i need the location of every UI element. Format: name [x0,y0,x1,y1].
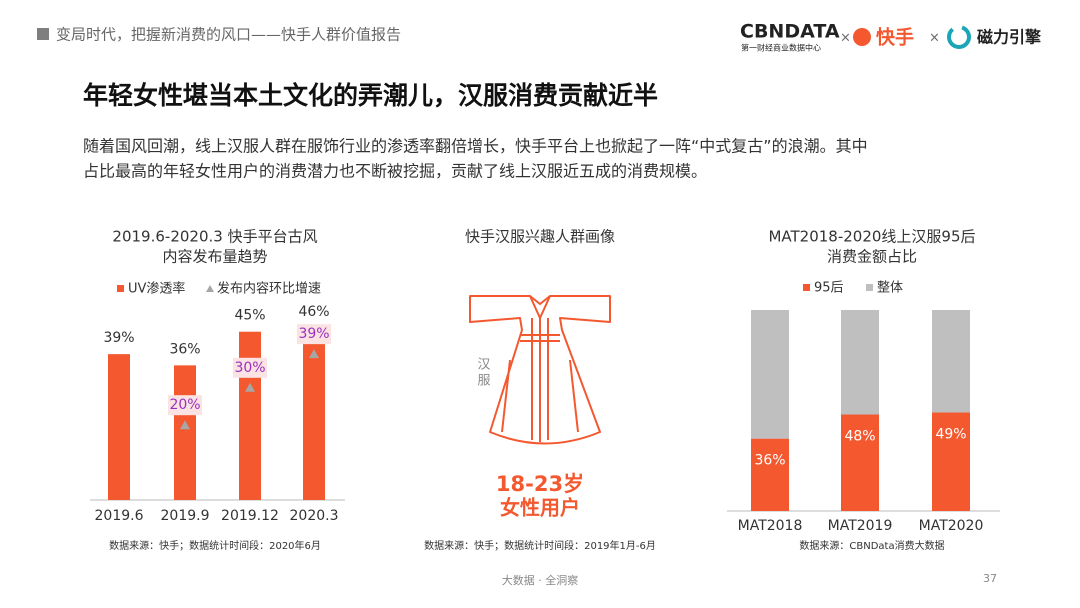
body-line: 随着国风回潮，线上汉服人群在服饰行业的渗透率翻倍增长，快手平台上也掀起了一阵“中… [83,137,868,156]
logo-ks-icon [853,28,871,46]
portrait-age: 18-23岁 [496,472,584,496]
label-box [233,357,267,378]
bar-segment [841,414,879,511]
portrait-group: 女性用户 [500,496,580,520]
portrait-label: 服 [477,374,490,389]
x-tick-label: 2019.12 [221,508,279,524]
value-label: 36% [169,341,200,357]
label-box [168,395,202,416]
logo-cbndata-sub: 第一财经商业数据中心 [741,43,821,53]
x-tick-label: 2019.6 [95,508,144,524]
marker-label: 30% [234,360,265,376]
marker-label: 20% [169,397,200,413]
slide-title: 年轻女性堪当本土文化的弄潮儿，汉服消费贡献近半 [83,81,658,110]
portrait-title: 快手汉服兴趣人群画像 [465,228,615,246]
body-line: 占比最高的年轻女性用户的消费潜力也不断被挖掘，贡献了线上汉服近五成的消费规模。 [83,162,707,181]
marker-label: 39% [298,326,329,342]
bar [174,365,196,500]
bar-segment [751,310,789,439]
marker [180,420,190,430]
source: 数据来源：CBNData消费大数据 [799,539,944,552]
portrait-label: 汉 [477,358,490,373]
logo-cili-icon [947,25,971,49]
legend-marker [206,285,214,292]
marker [309,349,319,359]
page-number: 37 [983,572,997,585]
footer-text: 大数据 · 全洞察 [502,573,579,587]
bar [239,331,261,500]
header-text: 变局时代，把握新消费的风口——快手人群价值报告 [56,26,401,44]
value-label: 45% [234,308,265,324]
legend-marker [117,285,124,292]
hanfu-illustration [469,295,611,445]
chart-title: 2019.6-2020.3 快手平台古风 [112,228,317,246]
chart-title: 内容发布量趋势 [162,248,267,266]
bar [108,354,130,500]
x-tick-label: MAT2018 [738,518,803,534]
label-box [297,324,331,345]
legend-marker [803,284,810,291]
chart-title: MAT2018-2020线上汉服95后 [768,228,975,246]
legend-label: 95后 [814,281,844,296]
logo-cbndata: CBNDATA [740,21,840,43]
legend-label: UV渗透率 [128,281,185,297]
marker [245,382,255,392]
bar-segment [751,438,789,511]
header-icon [37,28,49,40]
chart-title: 消费金额占比 [827,248,917,266]
bar-segment [932,412,970,511]
value-label: 39% [103,330,134,346]
x-tick-label: 2019.9 [161,508,210,524]
x-tick-label: MAT2019 [828,518,893,534]
value-label: 36% [754,453,785,469]
x-tick-label: 2020.3 [290,508,339,524]
value-label: 49% [935,427,966,443]
value-label: 46% [298,304,329,320]
logo-cili: 磁力引擎 [977,28,1042,47]
legend-marker [866,284,873,291]
logo-ks: 快手 [876,26,914,49]
bar [303,327,325,500]
source: 数据来源：快手；数据统计时间段：2020年6月 [109,539,321,552]
bar-segment [932,310,970,413]
legend-label: 发布内容环比增速 [217,281,321,297]
legend-label: 整体 [877,281,903,296]
logo-sep: × [929,31,940,46]
value-label: 48% [844,429,875,445]
logo-sep: × [840,31,851,46]
x-tick-label: MAT2020 [919,518,984,534]
source: 数据来源：快手；数据统计时间段：2019年1月-6月 [424,539,656,552]
bar-segment [841,310,879,415]
